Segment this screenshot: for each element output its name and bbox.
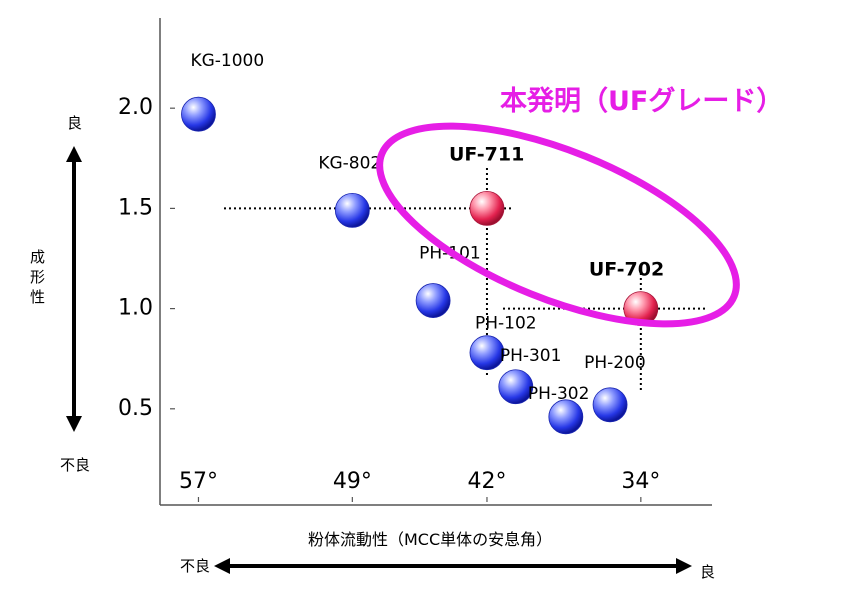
y-tick-label: 1.5 <box>118 195 153 220</box>
point-ph-302 <box>548 399 584 435</box>
x-axis-arrow <box>214 558 692 574</box>
point-ph-200 <box>592 387 628 423</box>
point-label-ph-301: PH-301 <box>500 346 562 366</box>
y-axis-title: 成形性 <box>30 248 45 306</box>
y-tick-label: 2.0 <box>118 95 153 120</box>
point-label-ph-200: PH-200 <box>584 353 646 373</box>
point-label-ph-302: PH-302 <box>528 384 590 404</box>
highlight-label: 本発明（UFグレード） <box>500 85 783 117</box>
point-uf-711 <box>469 190 505 226</box>
guide-lines <box>224 168 705 390</box>
point-ph-301 <box>498 369 534 405</box>
y-axis-good-label: 良 <box>67 114 82 132</box>
x-axis-good-label: 良 <box>700 563 715 581</box>
y-tick-label: 0.5 <box>118 396 153 421</box>
y-axis-bad-label: 不良 <box>60 456 90 474</box>
x-tick-label: 57° <box>179 469 218 494</box>
x-axis-bad-label: 不良 <box>180 557 210 575</box>
point-label-ph-102: PH-102 <box>475 314 537 334</box>
point-label-uf-711: UF-711 <box>449 143 524 165</box>
point-kg-802 <box>334 192 370 228</box>
y-axis-arrow <box>66 146 82 432</box>
point-kg-1000 <box>181 96 216 132</box>
x-tick-label: 49° <box>333 469 372 494</box>
point-labels: KG-1000KG-802PH-101PH-102PH-301PH-302PH-… <box>190 51 664 404</box>
axes: 2.0 1.5 1.0 0.5 57° 49° 42° 34° <box>118 18 712 506</box>
highlight-ellipse <box>376 122 740 328</box>
point-label-kg-802: KG-802 <box>318 153 381 173</box>
point-label-kg-1000: KG-1000 <box>190 51 264 71</box>
x-axis-title: 粉体流動性（MCC単体の安息角） <box>308 530 552 549</box>
data-points <box>181 96 659 435</box>
x-tick-label: 34° <box>621 469 660 494</box>
y-tick-label: 1.0 <box>118 296 153 321</box>
point-ph-102 <box>469 335 505 371</box>
x-tick-label: 42° <box>467 469 506 494</box>
point-ph-101 <box>415 283 451 318</box>
point-label-uf-702: UF-702 <box>589 259 664 281</box>
